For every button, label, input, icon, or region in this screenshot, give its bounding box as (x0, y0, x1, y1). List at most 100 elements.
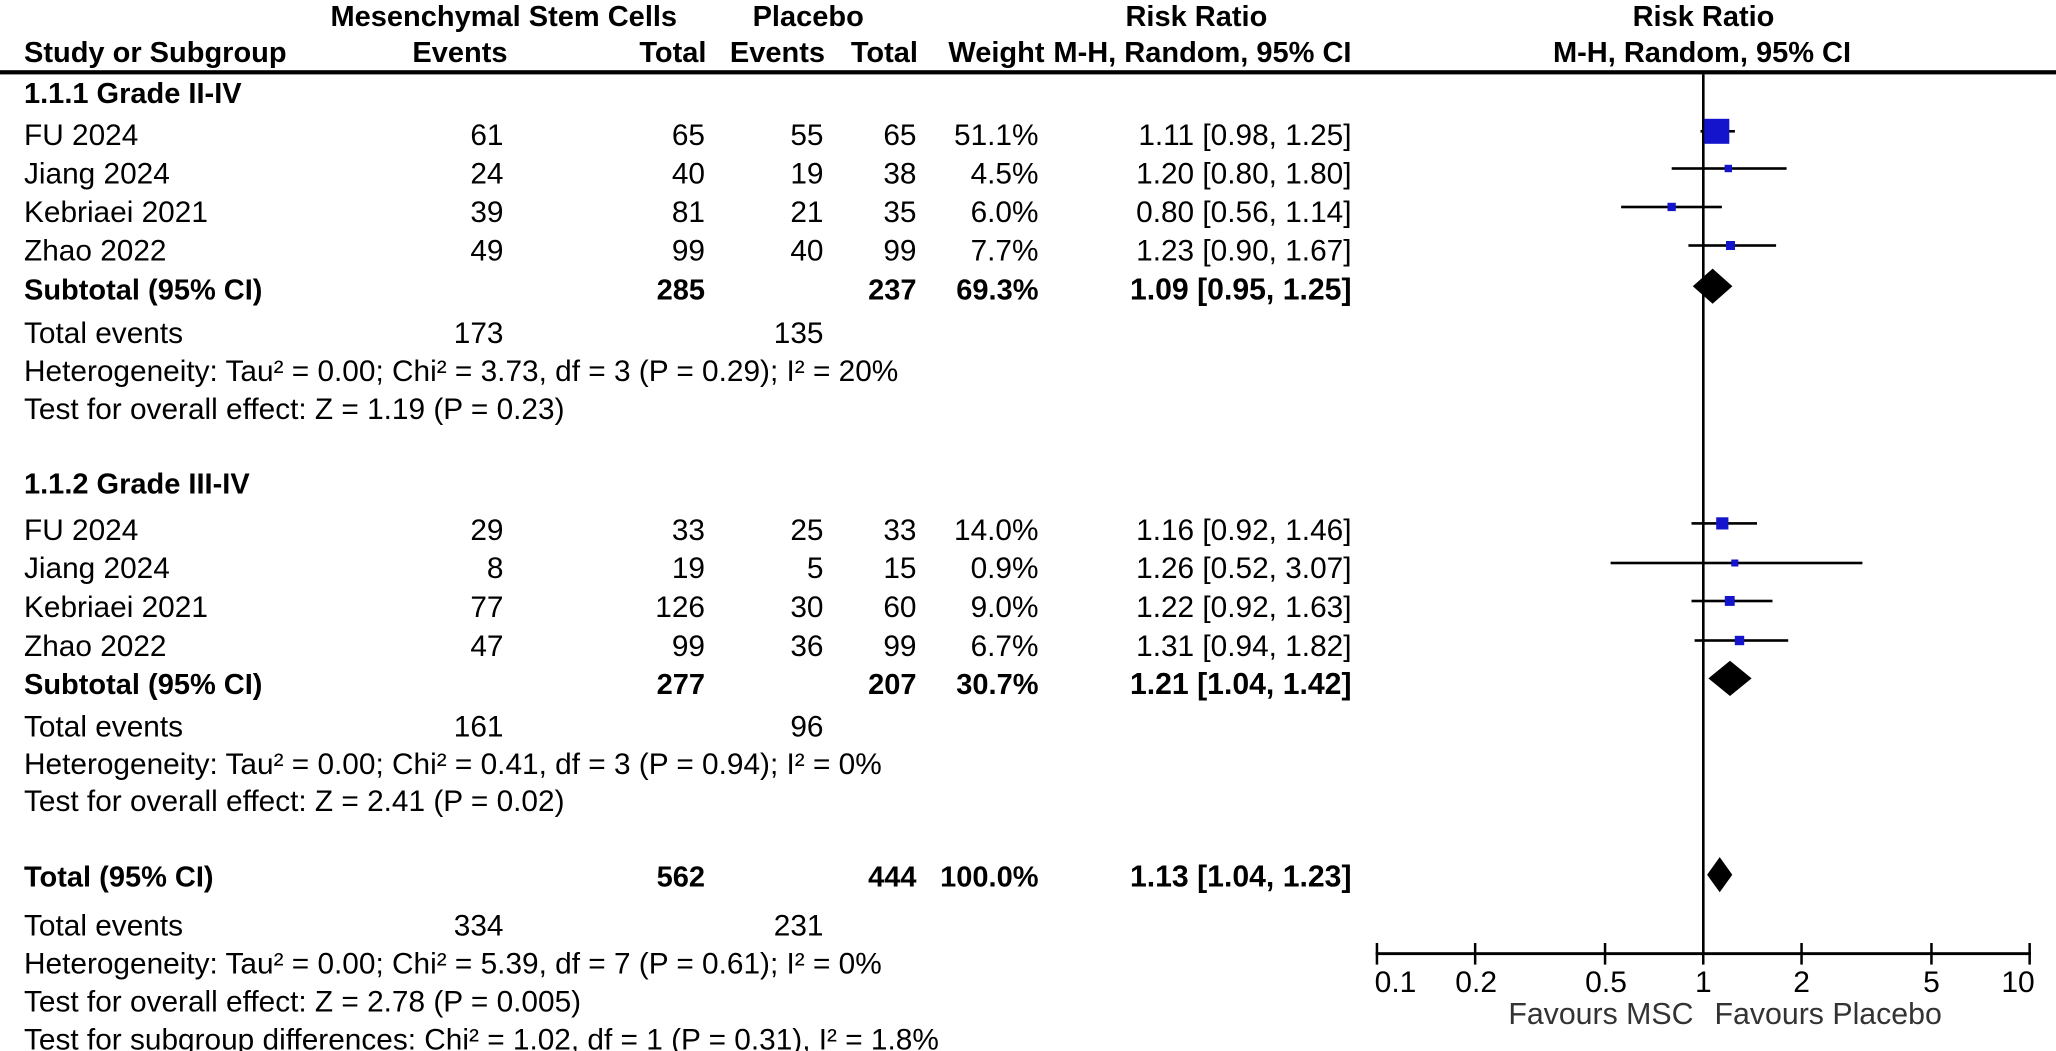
svg-text:55: 55 (790, 119, 823, 152)
svg-text:161: 161 (454, 711, 504, 744)
svg-text:562: 562 (657, 862, 705, 894)
svg-text:Favours Placebo: Favours Placebo (1715, 998, 1942, 1031)
svg-text:7.7%: 7.7% (971, 235, 1039, 268)
svg-text:19: 19 (672, 552, 705, 585)
svg-text:36: 36 (790, 630, 823, 663)
svg-text:65: 65 (883, 119, 916, 152)
svg-text:9.0%: 9.0% (971, 591, 1039, 624)
svg-text:237: 237 (868, 275, 916, 307)
svg-text:51.1%: 51.1% (954, 119, 1039, 152)
svg-text:25: 25 (790, 514, 823, 547)
svg-text:M-H, Random, 95% CI: M-H, Random, 95% CI (1053, 37, 1351, 69)
svg-text:Risk Ratio: Risk Ratio (1125, 1, 1267, 33)
svg-text:M-H, Random, 95% CI: M-H, Random, 95% CI (1553, 37, 1851, 69)
svg-text:19: 19 (790, 158, 823, 191)
svg-text:1.11 [0.98, 1.25]: 1.11 [0.98, 1.25] (1138, 119, 1351, 152)
svg-text:24: 24 (470, 158, 503, 191)
svg-text:1.31 [0.94, 1.82]: 1.31 [0.94, 1.82] (1136, 630, 1351, 663)
svg-text:Total events: Total events (24, 909, 183, 942)
svg-text:1.1.1 Grade II-IV: 1.1.1 Grade II-IV (24, 78, 242, 110)
svg-text:40: 40 (790, 235, 823, 268)
svg-text:135: 135 (774, 317, 824, 350)
svg-text:Heterogeneity: Tau² = 0.00; Ch: Heterogeneity: Tau² = 0.00; Chi² = 0.41,… (24, 748, 882, 781)
svg-text:81: 81 (672, 196, 705, 229)
svg-text:Total: Total (639, 37, 706, 69)
svg-text:Kebriaei 2021: Kebriaei 2021 (24, 196, 208, 229)
svg-text:5: 5 (1923, 966, 1940, 999)
svg-text:99: 99 (883, 630, 916, 663)
svg-text:99: 99 (883, 235, 916, 268)
svg-text:207: 207 (868, 669, 916, 701)
svg-text:Weight: Weight (948, 37, 1044, 69)
svg-text:5: 5 (807, 552, 824, 585)
svg-text:0.1: 0.1 (1375, 966, 1417, 999)
svg-text:39: 39 (470, 196, 503, 229)
svg-text:69.3%: 69.3% (956, 275, 1038, 307)
svg-text:29: 29 (470, 514, 503, 547)
svg-text:77: 77 (470, 591, 503, 624)
svg-text:4.5%: 4.5% (971, 158, 1039, 191)
svg-text:6.0%: 6.0% (971, 196, 1039, 229)
svg-text:1.26 [0.52, 3.07]: 1.26 [0.52, 3.07] (1136, 552, 1351, 585)
svg-text:444: 444 (868, 862, 916, 894)
svg-text:0.2: 0.2 (1455, 966, 1497, 999)
svg-text:1.09 [0.95, 1.25]: 1.09 [0.95, 1.25] (1130, 274, 1352, 307)
svg-text:10: 10 (2001, 966, 2034, 999)
svg-text:14.0%: 14.0% (954, 514, 1039, 547)
svg-text:Jiang 2024: Jiang 2024 (24, 158, 170, 191)
svg-text:65: 65 (672, 119, 705, 152)
svg-text:Test for overall effect: Z = 1: Test for overall effect: Z = 1.19 (P = 0… (24, 393, 565, 426)
svg-text:60: 60 (883, 591, 916, 624)
svg-text:Total events: Total events (24, 711, 183, 744)
svg-text:Total events: Total events (24, 317, 183, 350)
svg-text:61: 61 (470, 119, 503, 152)
svg-text:49: 49 (470, 235, 503, 268)
svg-text:99: 99 (672, 235, 705, 268)
svg-text:1.13 [1.04, 1.23]: 1.13 [1.04, 1.23] (1130, 861, 1352, 894)
svg-text:8: 8 (487, 552, 504, 585)
svg-text:1.21 [1.04, 1.42]: 1.21 [1.04, 1.42] (1130, 668, 1352, 701)
svg-text:Zhao 2022: Zhao 2022 (24, 235, 166, 268)
svg-text:FU 2024: FU 2024 (24, 119, 138, 152)
svg-text:126: 126 (655, 591, 705, 624)
svg-text:Favours MSC: Favours MSC (1508, 998, 1693, 1031)
svg-text:1.16 [0.92, 1.46]: 1.16 [0.92, 1.46] (1136, 514, 1351, 547)
svg-text:Zhao 2022: Zhao 2022 (24, 630, 166, 663)
svg-text:Subtotal (95% CI): Subtotal (95% CI) (24, 275, 262, 307)
svg-text:Placebo: Placebo (753, 1, 864, 33)
svg-text:33: 33 (883, 514, 916, 547)
svg-text:285: 285 (657, 275, 705, 307)
svg-text:100.0%: 100.0% (940, 862, 1039, 894)
svg-text:Mesenchymal Stem Cells: Mesenchymal Stem Cells (331, 1, 678, 33)
svg-text:33: 33 (672, 514, 705, 547)
svg-text:21: 21 (790, 196, 823, 229)
svg-text:0.80 [0.56, 1.14]: 0.80 [0.56, 1.14] (1136, 196, 1351, 229)
svg-text:1.1.2 Grade III-IV: 1.1.2 Grade III-IV (24, 469, 250, 501)
svg-text:Total (95% CI): Total (95% CI) (24, 862, 214, 894)
svg-text:35: 35 (883, 196, 916, 229)
svg-text:Test for overall effect: Z = 2: Test for overall effect: Z = 2.41 (P = 0… (24, 785, 565, 818)
svg-text:1.23 [0.90, 1.67]: 1.23 [0.90, 1.67] (1136, 235, 1351, 268)
svg-text:30.7%: 30.7% (956, 669, 1038, 701)
svg-text:Heterogeneity: Tau² = 0.00; Ch: Heterogeneity: Tau² = 0.00; Chi² = 3.73,… (24, 355, 898, 388)
svg-text:40: 40 (672, 158, 705, 191)
svg-text:Subtotal (95% CI): Subtotal (95% CI) (24, 669, 262, 701)
svg-text:1.20 [0.80, 1.80]: 1.20 [0.80, 1.80] (1136, 158, 1351, 191)
svg-text:Study or Subgroup: Study or Subgroup (24, 37, 287, 69)
svg-text:96: 96 (790, 711, 823, 744)
svg-text:99: 99 (672, 630, 705, 663)
svg-text:Risk Ratio: Risk Ratio (1633, 1, 1775, 33)
svg-text:FU 2024: FU 2024 (24, 514, 138, 547)
svg-text:38: 38 (883, 158, 916, 191)
svg-text:15: 15 (883, 552, 916, 585)
svg-text:277: 277 (657, 669, 705, 701)
svg-text:2: 2 (1793, 966, 1810, 999)
svg-text:Events: Events (730, 37, 825, 69)
svg-text:Test for overall effect: Z = 2: Test for overall effect: Z = 2.78 (P = 0… (24, 986, 581, 1019)
svg-text:Test for subgroup differences:: Test for subgroup differences: Chi² = 1.… (24, 1024, 939, 1051)
svg-text:1.22 [0.92, 1.63]: 1.22 [0.92, 1.63] (1136, 591, 1351, 624)
svg-text:0.5: 0.5 (1585, 966, 1627, 999)
svg-text:173: 173 (454, 317, 504, 350)
svg-text:231: 231 (774, 909, 824, 942)
svg-text:334: 334 (454, 909, 504, 942)
